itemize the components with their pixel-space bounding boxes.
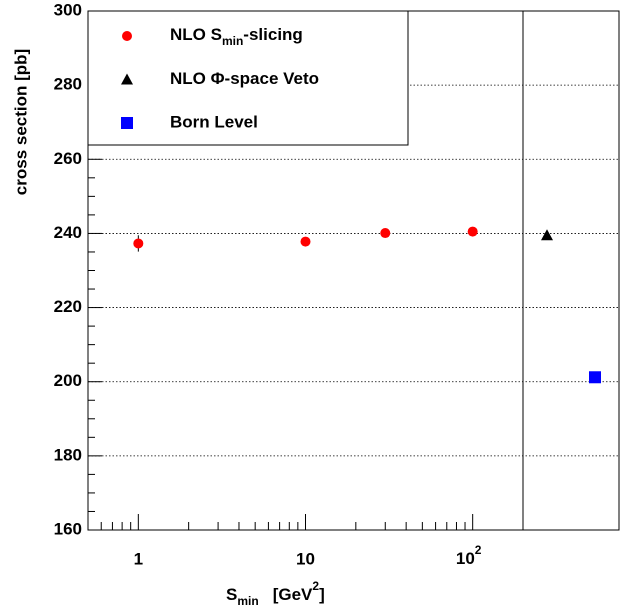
legend-label: Born Level [170, 112, 258, 131]
x-tick-label: 102 [456, 543, 482, 568]
x-axis-label-part: min [237, 594, 258, 608]
y-tick-label: 200 [54, 371, 82, 390]
x-axis-label-part: ] [319, 585, 325, 604]
y-tick-label: 240 [54, 223, 82, 242]
legend-label: NLO Smin-slicing [170, 25, 303, 48]
y-tick-label: 220 [54, 297, 82, 316]
point [541, 229, 553, 241]
point [122, 31, 132, 41]
x-axis-label-part: [GeV [273, 585, 313, 604]
point [121, 117, 133, 129]
x-axis-label: Smin [GeV2] [226, 579, 325, 608]
x-tick-label-part: 10 [456, 549, 475, 568]
legend-label-part: NLO S [170, 25, 222, 44]
y-tick-label: 180 [54, 445, 82, 464]
y-tick-label: 280 [54, 75, 82, 94]
y-axis-label: cross section [pb] [11, 49, 30, 195]
y-tick-label: 300 [54, 0, 82, 19]
x-tick-label: 1 [134, 549, 143, 568]
x-tick-label: 10 [296, 549, 315, 568]
legend-label: NLO Φ-space Veto [170, 69, 319, 88]
y-tick-label: 260 [54, 149, 82, 168]
point [589, 371, 601, 384]
legend-label-part: min [222, 34, 243, 48]
x-tick-label-part: 2 [475, 543, 482, 557]
legend-label-part: -slicing [243, 25, 303, 44]
point [133, 238, 144, 249]
x-axis-label-part: 2 [312, 579, 319, 593]
legend-box [87, 10, 409, 146]
point [380, 228, 391, 239]
point [300, 236, 311, 247]
x-axis-label-part: S [226, 585, 237, 604]
point [467, 226, 478, 237]
point [121, 73, 133, 85]
y-tick-label: 160 [54, 519, 82, 538]
